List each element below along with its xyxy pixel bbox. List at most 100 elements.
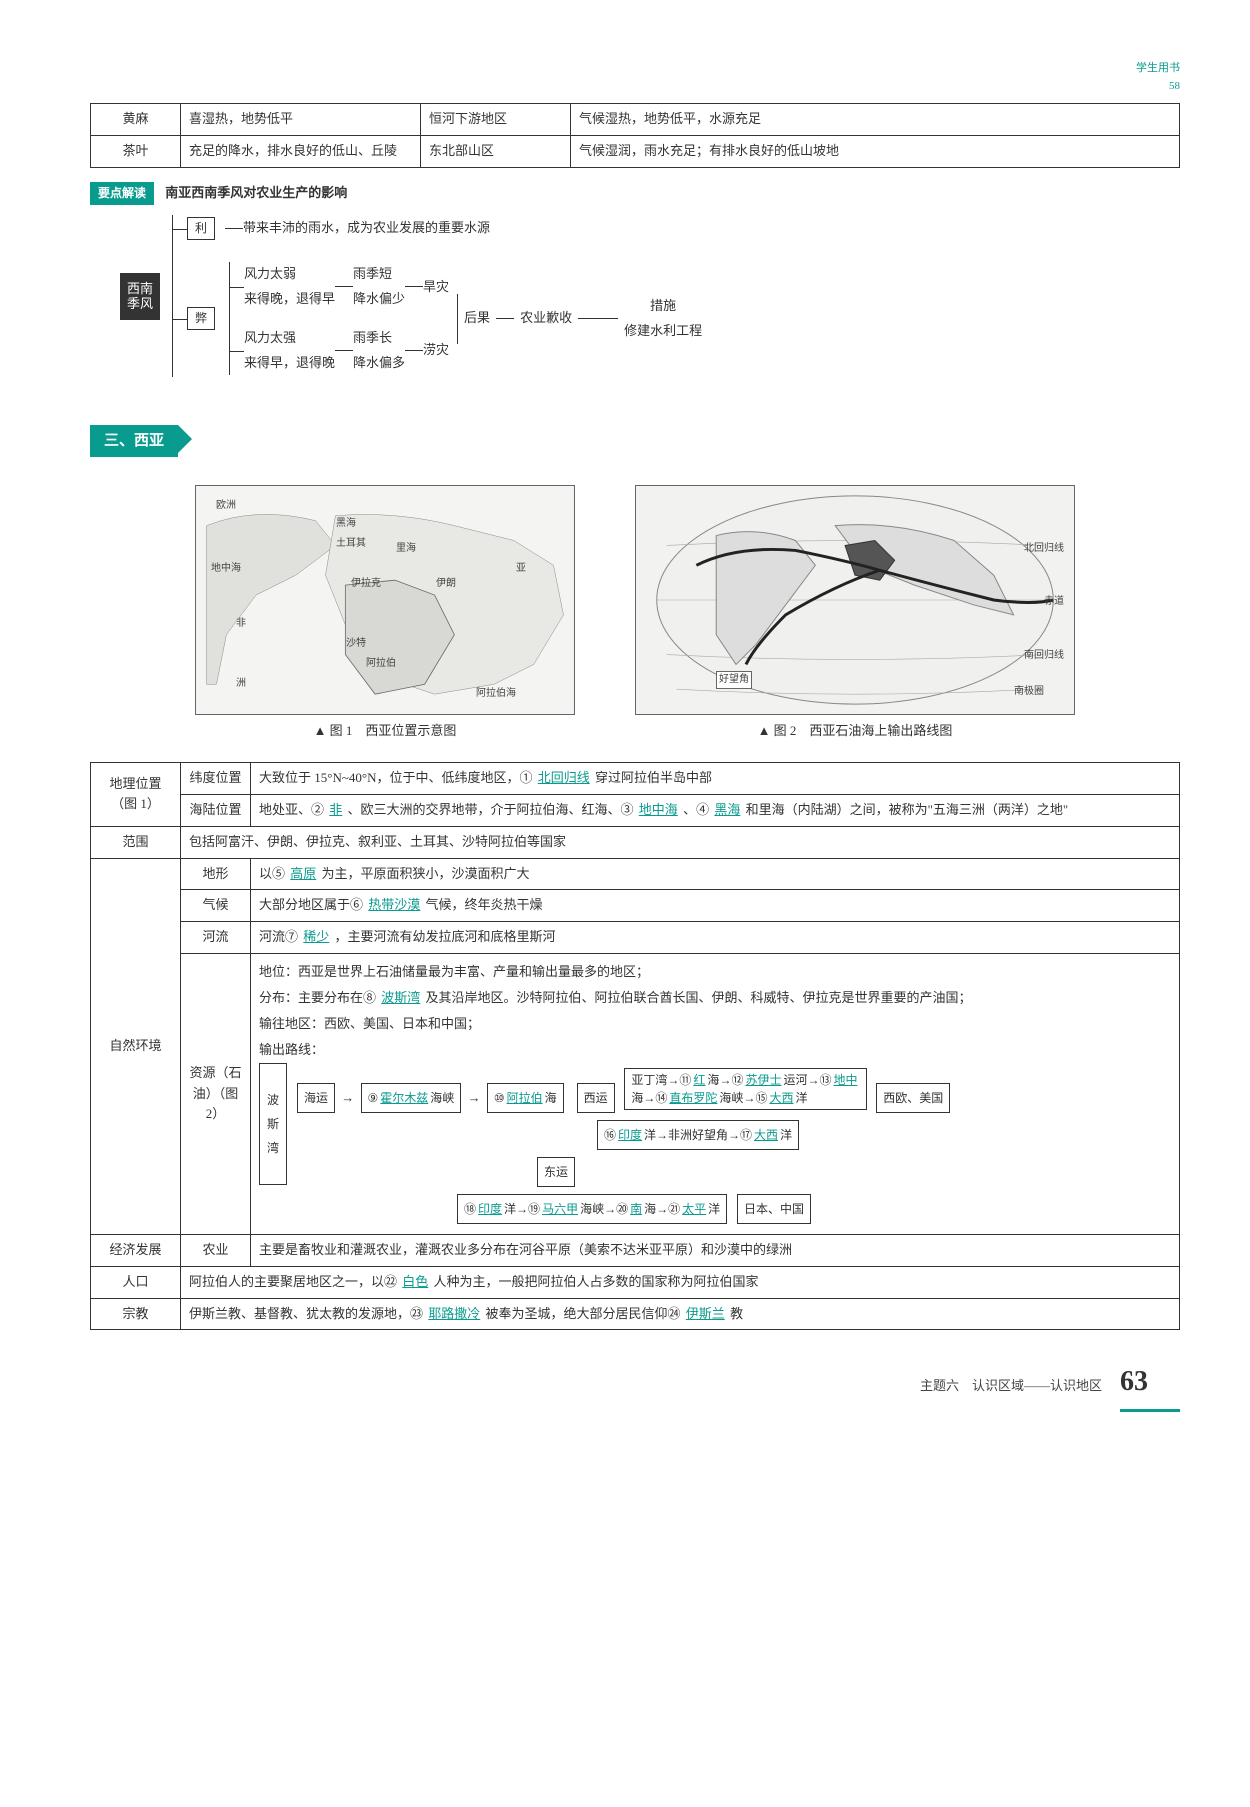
route-row: 东运 [297,1155,1171,1189]
blank-20: 南 [628,1202,644,1216]
weak-l1: 风力太弱 [244,264,335,285]
blank-7: 稀少 [301,929,331,944]
renkou-content: 阿拉伯人的主要聚居地区之一，以㉒ 白色 人种为主，一般把阿拉伯人占多数的国家称为… [181,1266,1180,1298]
step-10: ⑩阿拉伯海 [487,1083,564,1113]
table-row: 资源（石油）（图 2） 地位：西亚是世界上石油储量最为丰富、产量和输出量最多的地… [91,953,1180,1234]
dili-head: 地理位置（图 1） [91,763,181,827]
table-row: 气候 大部分地区属于⑥ 热带沙漠 气候，终年炎热干燥 [91,890,1180,922]
east-route: ⑱印度洋→⑲马六甲海峡→⑳南海→㉑太平洋 [457,1194,727,1224]
table-row: 自然环境 地形 以⑤ 高原 为主，平原面积狭小，沙漠面积广大 [91,858,1180,890]
page-header: 学生用书 58 [90,60,1180,95]
z-shuchu: 输往地区：西欧、美国、日本和中国； [259,1011,1171,1037]
blank-12: 苏伊士 [743,1073,783,1087]
li-text: 带来丰沛的雨水，成为农业发展的重要水源 [243,218,490,239]
bi-label: 弊 [187,307,215,330]
text: 洋 [795,1091,807,1105]
header-page-ref: 58 [1169,80,1180,92]
blank-15: 大西 [767,1091,795,1105]
blank-18: 印度 [476,1202,504,1216]
strong-l1: 风力太强 [244,328,335,349]
yaodian-tag: 要点解读 [90,182,154,205]
fanwei-content: 包括阿富汗、伊朗、伊拉克、叙利亚、土耳其、沙特阿拉伯等国家 [181,826,1180,858]
table-row: 宗教 伊斯兰教、基督教、犹太教的发源地，㉓ 耶路撒冷 被奉为圣城，绝大部分居民信… [91,1298,1180,1330]
bosi-box: 波斯湾 [259,1063,287,1185]
footer-accent [1120,1409,1180,1412]
haiyun-box: 海运 [297,1083,335,1113]
monsoon-diagram: 西南季风 利 带来丰沛的雨水，成为农业发展的重要水源 弊 风力太弱 来得晚，退得… [90,215,1180,377]
weak-r2: 降水偏少 [353,289,405,310]
blank-21: 太平 [680,1202,708,1216]
text: 教 [730,1306,743,1321]
text: 及其沿岸地区。沙特阿拉伯、阿拉伯联合酋长国、伊朗、科威特、伊拉克是世界重要的产油… [426,990,972,1005]
strong-res: 涝灾 [423,340,449,361]
figures-row: 欧洲 黑海 里海 土耳其 地中海 伊拉克 伊朗 非 沙特 阿拉伯 洲 阿拉伯海 … [90,485,1180,742]
figure-2: 北回归线 赤道 南回归线 南极圈 好望角 ▲ 图 2 西亚石油海上输出路线图 [635,485,1075,742]
zongjiao-head: 宗教 [91,1298,181,1330]
text: 穿过阿拉伯半岛中部 [595,770,712,785]
z-fenbu: 分布：主要分布在⑧ 波斯湾 及其沿岸地区。沙特阿拉伯、阿拉伯联合酋长国、伊朗、科… [259,985,1171,1011]
text: 、欧三大洲的交界地带，介于阿拉伯海、红海、③ [348,802,634,817]
heliu-head: 河流 [181,922,251,954]
text: 海 [707,1073,719,1087]
dest-east: 日本、中国 [737,1194,811,1224]
map-label: 南回归线 [1024,648,1064,664]
text: 为主，平原面积狭小，沙漠面积广大 [322,866,530,881]
map-label: 亚 [516,561,526,577]
blank-14: 直布罗陀 [667,1091,719,1105]
figure-1: 欧洲 黑海 里海 土耳其 地中海 伊拉克 伊朗 非 沙特 阿拉伯 洲 阿拉伯海 … [195,485,575,742]
text: 洋 [708,1202,720,1216]
yaodian-row: 要点解读 南亚西南季风对农业生产的影响 [90,182,1180,205]
connector [578,318,618,319]
table-row: 经济发展 农业 主要是畜牧业和灌溉农业，灌溉农业多分布在河谷平原（美索不达米亚平… [91,1234,1180,1266]
text: 海 [631,1091,643,1105]
table-row: 河流 河流⑦ 稀少 ，主要河流有幼发拉底河和底格里斯河 [91,922,1180,954]
map-label: 阿拉伯海 [476,686,516,702]
connector [405,350,423,351]
blank-4: 黑海 [712,802,742,817]
text: 和里海（内陆湖）之间，被称为"五海三洲（两洋）之地" [746,802,1069,817]
hailu-head: 海陆位置 [181,794,251,826]
region-cell: 东北部山区 [421,135,571,167]
xiyun-box: 西运 [577,1083,615,1113]
blank-10: 阿拉伯 [505,1091,545,1105]
blank-5: 高原 [288,866,318,881]
crop-cell: 茶叶 [91,135,181,167]
route-row: 海运 → ⑨霍尔木兹海峡 → ⑩阿拉伯海 西运 亚丁湾→⑪红海→⑫苏伊士运河→⑬… [297,1066,1171,1115]
region-cell: 恒河下游地区 [421,104,571,136]
diagram-root-box: 西南季风 [120,273,160,320]
yaodian-title: 南亚西南季风对农业生产的影响 [165,185,347,200]
map-label: 里海 [396,541,416,557]
map-box-2: 北回归线 赤道 南回归线 南极圈 好望角 [635,485,1075,715]
table-row: 黄麻 喜湿热，地势低平 恒河下游地区 气候湿热，地势低平，水源充足 [91,104,1180,136]
blank-19: 马六甲 [540,1202,580,1216]
dixing-head: 地形 [181,858,251,890]
header-label: 学生用书 [1136,62,1180,74]
blank-8: 波斯湾 [379,990,422,1005]
map-box-1: 欧洲 黑海 里海 土耳其 地中海 伊拉克 伊朗 非 沙特 阿拉伯 洲 阿拉伯海 … [195,485,575,715]
map-label: 地中海 [211,561,241,577]
crop-table: 黄麻 喜湿热，地势低平 恒河下游地区 气候湿热，地势低平，水源充足 茶叶 充足的… [90,103,1180,168]
weidu-content: 大致位于 15°N~40°N，位于中、低纬度地区，① 北回归线 穿过阿拉伯半岛中… [251,763,1180,795]
text: 亚丁湾 [631,1073,667,1087]
qihou-head: 气候 [181,890,251,922]
nongye: 农业歉收 [520,308,572,329]
houguo: 后果 [464,308,490,329]
strong-l2: 来得早，退得晚 [244,353,335,374]
z-diwei: 地位：西亚是世界上石油储量最为丰富、产量和输出量最多的地区； [259,959,1171,985]
text: 伊斯兰教、基督教、犹太教的发源地，㉓ [189,1306,423,1321]
z-luxian: 输出路线： [259,1037,1171,1063]
text: 洋→非洲好望角→⑰ [644,1128,752,1142]
dongyun-box: 东运 [537,1157,575,1187]
route-row: ⑯印度洋→非洲好望角→⑰大西洋 [297,1118,1171,1152]
weak-l2: 来得晚，退得早 [244,289,335,310]
nongye-head: 农业 [181,1234,251,1266]
blank-1: 北回归线 [536,770,592,785]
reason-cell: 气候湿润，雨水充足；有排水良好的低山坡地 [571,135,1180,167]
text: 被奉为圣城，绝大部分居民信仰㉔ [486,1306,681,1321]
text: 海运 [304,1091,328,1105]
page-number: 63 [1120,1366,1148,1397]
qihou-content: 大部分地区属于⑥ 热带沙漠 气候，终年炎热干燥 [251,890,1180,922]
map-label: 南极圈 [1014,684,1044,700]
connector [225,228,243,229]
map-label: 阿拉伯 [366,656,396,672]
